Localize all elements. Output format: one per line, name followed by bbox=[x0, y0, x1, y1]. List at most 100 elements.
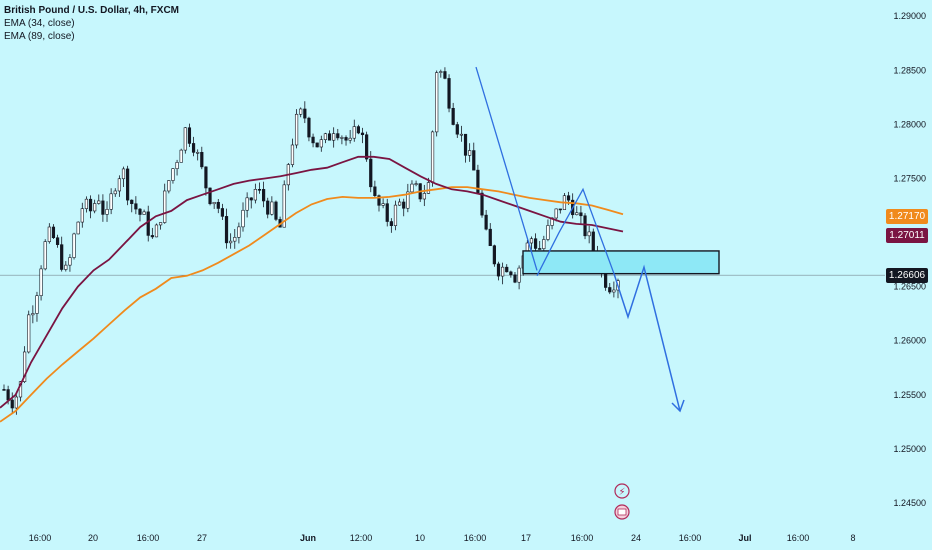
candle-body bbox=[224, 216, 229, 244]
candle-body bbox=[179, 149, 183, 163]
candle-body bbox=[191, 143, 196, 153]
candle-body bbox=[76, 221, 80, 235]
candle-body bbox=[546, 225, 550, 240]
candle-body bbox=[501, 266, 505, 277]
x-tick-label: 16:00 bbox=[679, 533, 702, 543]
candle-body bbox=[332, 133, 336, 141]
candle-body bbox=[583, 215, 587, 237]
candle-body bbox=[146, 211, 150, 236]
candle-body bbox=[377, 195, 381, 206]
candle-body bbox=[381, 203, 385, 206]
y-tick-label: 1.28000 bbox=[893, 119, 926, 129]
candle-body bbox=[311, 136, 315, 144]
candle-body bbox=[183, 127, 187, 151]
lightning-glyph: ⚡ bbox=[618, 487, 625, 498]
candle-body bbox=[435, 72, 439, 133]
candle-body bbox=[72, 233, 76, 258]
candle-body bbox=[158, 222, 163, 226]
candle-body bbox=[47, 226, 51, 242]
candle-body bbox=[196, 151, 200, 154]
x-tick-label: 16:00 bbox=[464, 533, 487, 543]
projection-arrow-head bbox=[671, 399, 685, 413]
candle-body bbox=[253, 189, 257, 201]
candle-body bbox=[352, 126, 356, 139]
y-tick-label: 1.29000 bbox=[893, 11, 926, 21]
candle-body bbox=[208, 187, 212, 205]
chart-title: British Pound / U.S. Dollar, 4h, FXCM bbox=[4, 5, 180, 16]
candle-body bbox=[505, 266, 509, 273]
projection-line bbox=[613, 264, 681, 412]
candle-body bbox=[533, 238, 538, 249]
candle-body bbox=[406, 191, 410, 209]
candle-body bbox=[389, 221, 393, 226]
candle-body bbox=[385, 203, 389, 222]
candle-body bbox=[612, 289, 616, 293]
candle-body bbox=[262, 189, 266, 202]
ema89-line bbox=[0, 186, 624, 423]
candle-body bbox=[554, 208, 558, 219]
candle-body bbox=[257, 189, 262, 191]
demand-zone-box bbox=[522, 250, 720, 275]
candle-body bbox=[348, 137, 352, 141]
candle-body bbox=[468, 150, 472, 156]
x-tick-label: 27 bbox=[197, 533, 207, 543]
candle-body bbox=[130, 199, 134, 205]
candle-body bbox=[163, 190, 167, 223]
candle-body bbox=[299, 108, 303, 115]
candle-body bbox=[2, 389, 6, 391]
candle-body bbox=[150, 235, 154, 238]
candle-body bbox=[109, 193, 113, 210]
candle-body bbox=[204, 166, 208, 189]
candle-body bbox=[142, 211, 146, 215]
candle-body bbox=[282, 184, 286, 228]
candle-body bbox=[245, 197, 249, 211]
candle-body bbox=[360, 132, 365, 136]
candle-body bbox=[294, 113, 299, 146]
candle-body bbox=[488, 228, 492, 247]
candle-body bbox=[43, 241, 47, 270]
y-tick-label: 1.27500 bbox=[893, 173, 926, 183]
x-tick-label: 16:00 bbox=[29, 533, 52, 543]
x-tick-label: 24 bbox=[631, 533, 641, 543]
x-tick-label: 17 bbox=[521, 533, 531, 543]
y-tick-label: 1.28500 bbox=[893, 65, 926, 75]
y-tick-label: 1.26000 bbox=[893, 336, 926, 346]
candle-body bbox=[315, 142, 319, 148]
candle-body bbox=[154, 224, 159, 238]
candle-body bbox=[175, 162, 179, 169]
candle-body bbox=[307, 117, 311, 138]
flag-glyph bbox=[617, 508, 627, 516]
candle-body bbox=[492, 245, 496, 265]
candle-body bbox=[64, 264, 68, 270]
x-tick-label: 10 bbox=[415, 533, 425, 543]
candle-body bbox=[290, 144, 295, 165]
x-tick-label: 16:00 bbox=[787, 533, 810, 543]
candle-body bbox=[393, 204, 398, 226]
ema89-price-tag: 1.27170 bbox=[886, 209, 928, 224]
candle-body bbox=[513, 274, 517, 283]
candle-body bbox=[509, 271, 513, 276]
candle-body bbox=[93, 203, 97, 212]
ema34-line bbox=[0, 155, 624, 409]
candle-body bbox=[60, 244, 64, 270]
candle-body bbox=[138, 208, 142, 215]
candle-body bbox=[373, 186, 377, 196]
candle-body bbox=[220, 208, 225, 217]
candle-body bbox=[35, 295, 39, 314]
candle-body bbox=[266, 200, 270, 215]
candle-body bbox=[608, 287, 612, 293]
ema34-price-tag: 1.27011 bbox=[886, 228, 928, 243]
candle-body bbox=[496, 263, 501, 277]
candle-body bbox=[31, 313, 35, 316]
last-price-tag: 1.26606 bbox=[886, 268, 928, 283]
candle-body bbox=[327, 133, 332, 141]
candle-body bbox=[187, 127, 192, 144]
candle-body bbox=[340, 137, 344, 139]
candle-body bbox=[113, 190, 117, 195]
x-tick-label: 8 bbox=[850, 533, 855, 543]
legend-ema34[interactable]: EMA (34, close) bbox=[4, 18, 75, 29]
candle-body bbox=[68, 257, 72, 266]
legend-ema89[interactable]: EMA (89, close) bbox=[4, 31, 75, 42]
